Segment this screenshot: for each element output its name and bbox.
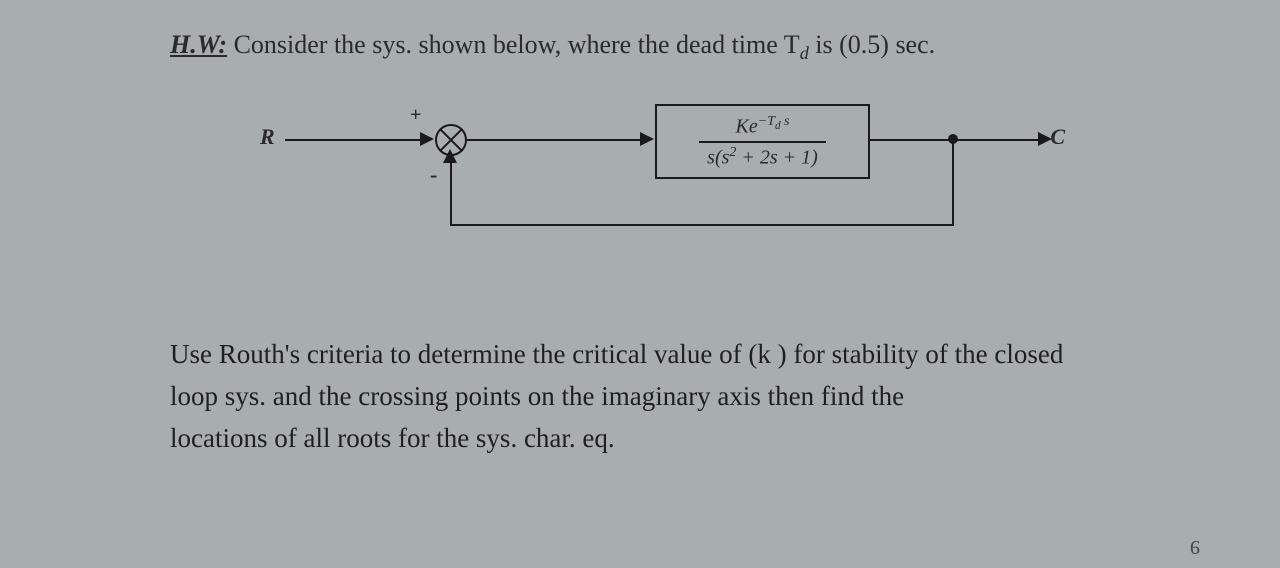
heading-text-before: Consider the sys. shown below, where the… — [234, 30, 800, 59]
input-label-R: R — [260, 124, 275, 150]
tf-numerator: Ke−Td s — [727, 114, 797, 141]
tf-exp-s: s — [781, 114, 790, 129]
problem-body: Use Routh's criteria to determine the cr… — [170, 334, 1130, 460]
body-line-1: Use Routh's criteria to determine the cr… — [170, 334, 1130, 376]
arrow-icon — [640, 132, 654, 146]
sum-plus-label: + — [410, 104, 421, 127]
transfer-function-block: Ke−Td s s(s2 + 2s + 1) — [655, 104, 870, 179]
body-line-2: loop sys. and the crossing points on the… — [170, 376, 1130, 418]
tf-denominator: s(s2 + 2s + 1) — [699, 141, 826, 170]
problem-heading: H.W: Consider the sys. shown below, wher… — [170, 30, 1130, 64]
heading-subscript: d — [800, 43, 809, 63]
tf-K: K — [735, 116, 748, 138]
line-forward — [467, 139, 647, 141]
transfer-function-fraction: Ke−Td s s(s2 + 2s + 1) — [699, 114, 826, 169]
arrow-icon — [420, 132, 434, 146]
tf-den-prefix: s(s — [707, 146, 729, 168]
heading-text-after: is (0.5) sec. — [809, 30, 935, 59]
tf-exp-minusT: −T — [758, 114, 775, 129]
block-diagram: R + - Ke−Td s s(s2 + 2s + 1) C — [260, 104, 1130, 284]
sum-minus-label: - — [430, 162, 437, 188]
tf-den-rest: + 2s + 1) — [736, 146, 817, 168]
feedback-line-down — [952, 141, 954, 226]
feedback-line-up — [450, 156, 452, 226]
output-label-C: C — [1050, 124, 1065, 150]
line-input — [285, 139, 425, 141]
tf-e: e — [749, 116, 758, 138]
page-number: 9 — [1190, 535, 1200, 558]
feedback-line-horiz — [451, 224, 954, 226]
body-line-3: locations of all roots for the sys. char… — [170, 418, 1130, 460]
hw-label: H.W: — [170, 30, 227, 59]
arrow-icon — [443, 149, 457, 163]
